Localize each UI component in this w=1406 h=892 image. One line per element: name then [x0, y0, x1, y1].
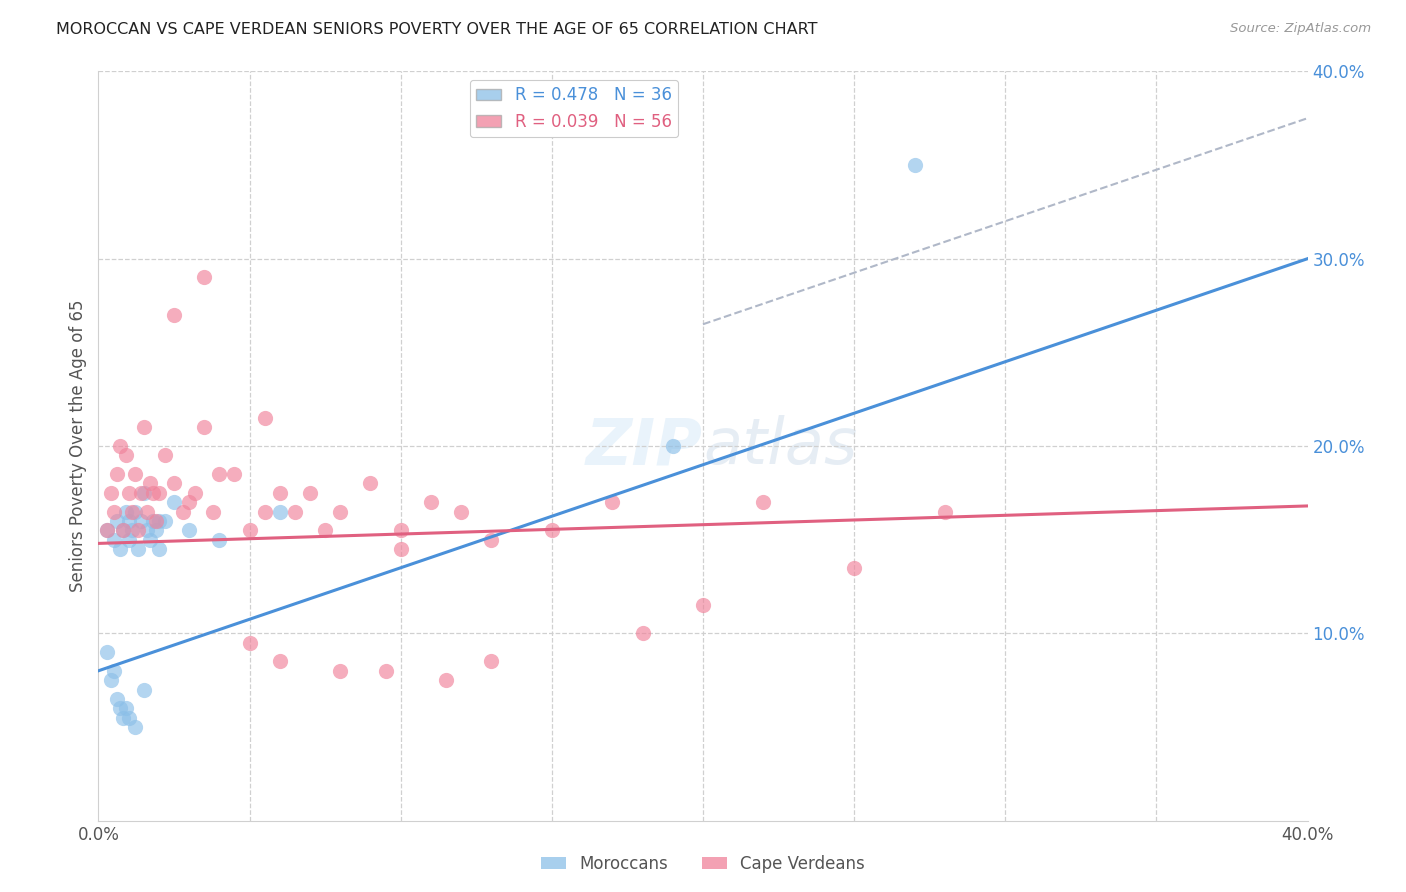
Point: [127, 542, 149, 557]
Point: [118, 514, 141, 528]
Point: [132, 486, 155, 500]
Point: [224, 467, 246, 482]
Point: [904, 158, 927, 172]
Point: [142, 514, 165, 528]
Point: [239, 635, 262, 649]
Point: [153, 514, 176, 528]
Point: [132, 420, 155, 434]
Point: [374, 664, 396, 678]
Point: [100, 486, 122, 500]
Point: [118, 533, 141, 547]
Point: [193, 270, 215, 285]
Point: [661, 439, 683, 453]
Point: [450, 505, 472, 519]
Point: [124, 720, 146, 734]
Point: [114, 701, 136, 715]
Point: [269, 486, 291, 500]
Point: [179, 524, 201, 538]
Legend: R = 0.478   N = 36, R = 0.039   N = 56: R = 0.478 N = 36, R = 0.039 N = 56: [470, 79, 678, 137]
Text: MOROCCAN VS CAPE VERDEAN SENIORS POVERTY OVER THE AGE OF 65 CORRELATION CHART: MOROCCAN VS CAPE VERDEAN SENIORS POVERTY…: [56, 22, 818, 37]
Point: [481, 533, 503, 547]
Point: [103, 664, 125, 678]
Point: [631, 626, 654, 640]
Point: [103, 505, 125, 519]
Point: [124, 467, 146, 482]
Point: [111, 524, 134, 538]
Point: [434, 673, 457, 688]
Text: ZIP: ZIP: [586, 415, 703, 477]
Point: [108, 701, 131, 715]
Point: [481, 655, 503, 669]
Point: [163, 495, 186, 509]
Point: [105, 467, 128, 482]
Point: [179, 495, 201, 509]
Point: [96, 645, 118, 659]
Point: [602, 495, 624, 509]
Point: [269, 655, 291, 669]
Point: [114, 505, 136, 519]
Point: [752, 495, 775, 509]
Point: [329, 664, 352, 678]
Point: [129, 514, 152, 528]
Point: [153, 449, 176, 463]
Point: [389, 524, 412, 538]
Point: [692, 599, 714, 613]
Point: [129, 486, 152, 500]
Point: [844, 561, 866, 575]
Point: [114, 449, 136, 463]
Point: [132, 682, 155, 697]
Point: [163, 476, 186, 491]
Point: [121, 505, 143, 519]
Point: [118, 710, 141, 724]
Point: [135, 524, 157, 538]
Point: [111, 710, 134, 724]
Point: [118, 486, 141, 500]
Point: [314, 524, 336, 538]
Point: [540, 524, 562, 538]
Point: [148, 542, 170, 557]
Point: [124, 505, 146, 519]
Point: [253, 505, 276, 519]
Point: [121, 524, 143, 538]
Point: [329, 505, 352, 519]
Point: [360, 476, 382, 491]
Point: [934, 505, 956, 519]
Point: [184, 486, 207, 500]
Point: [142, 486, 165, 500]
Point: [148, 486, 170, 500]
Point: [208, 467, 231, 482]
Point: [96, 524, 118, 538]
Point: [105, 692, 128, 706]
Point: [100, 673, 122, 688]
Point: [103, 533, 125, 547]
Point: [145, 514, 167, 528]
Point: [148, 514, 170, 528]
Point: [163, 308, 186, 322]
Point: [389, 542, 412, 557]
Point: [108, 542, 131, 557]
Point: [111, 524, 134, 538]
Point: [135, 505, 157, 519]
Point: [172, 505, 194, 519]
Point: [108, 439, 131, 453]
Legend: Moroccans, Cape Verdeans: Moroccans, Cape Verdeans: [534, 848, 872, 880]
Text: atlas: atlas: [703, 415, 858, 477]
Point: [139, 476, 162, 491]
Point: [145, 524, 167, 538]
Point: [202, 505, 225, 519]
Point: [253, 411, 276, 425]
Point: [284, 505, 307, 519]
Point: [96, 524, 118, 538]
Point: [208, 533, 231, 547]
Point: [105, 514, 128, 528]
Point: [299, 486, 322, 500]
Point: [193, 420, 215, 434]
Y-axis label: Seniors Poverty Over the Age of 65: Seniors Poverty Over the Age of 65: [69, 300, 87, 592]
Point: [127, 524, 149, 538]
Point: [420, 495, 443, 509]
Point: [269, 505, 291, 519]
Text: Source: ZipAtlas.com: Source: ZipAtlas.com: [1230, 22, 1371, 36]
Point: [139, 533, 162, 547]
Point: [239, 524, 262, 538]
